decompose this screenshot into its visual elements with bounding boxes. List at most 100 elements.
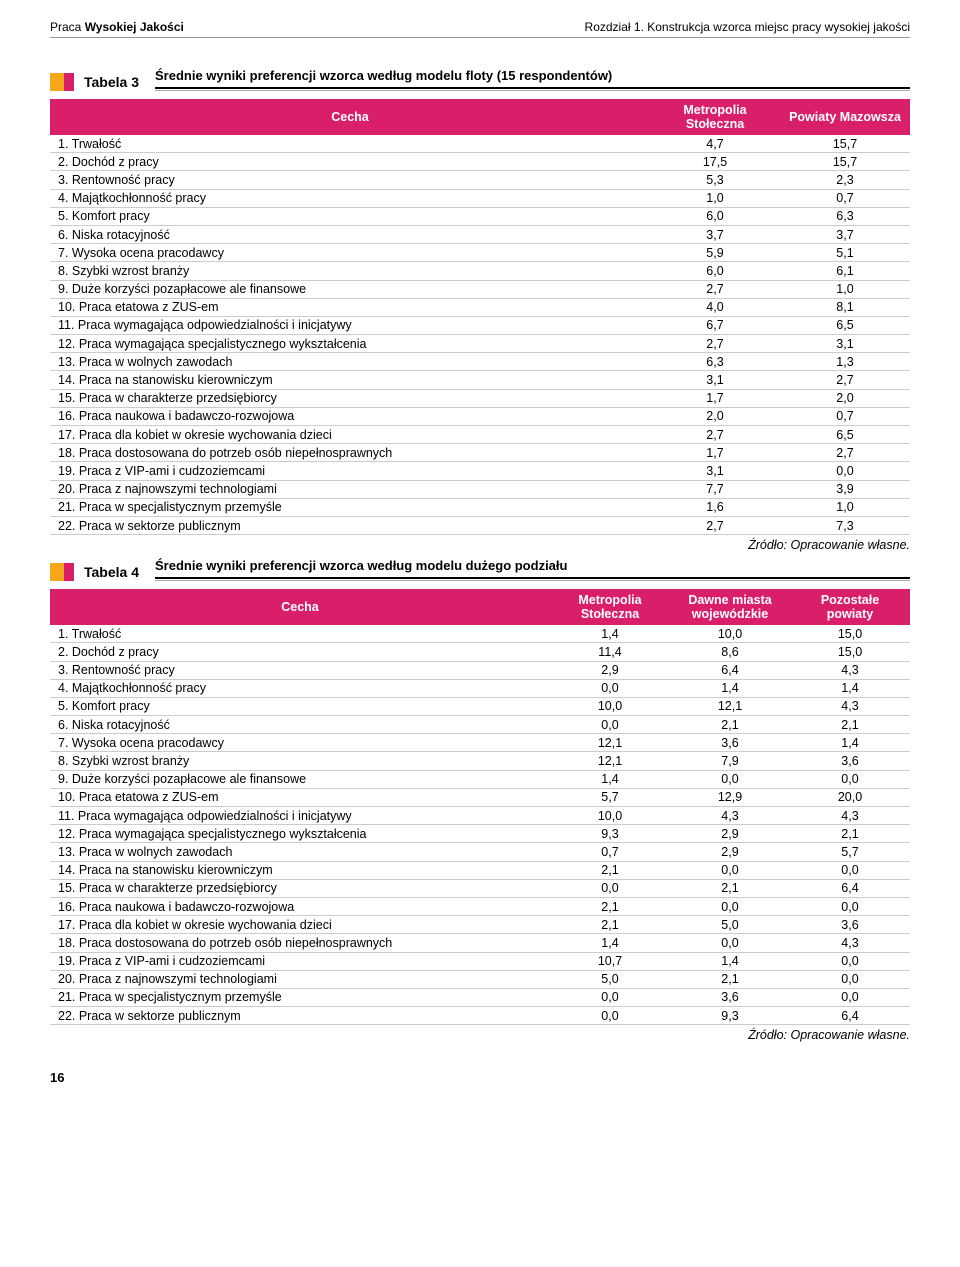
row-value: 15,0 <box>790 643 910 661</box>
col-header: Cecha <box>50 589 550 625</box>
row-label: 12. Praca wymagająca specjalistycznego w… <box>50 335 650 353</box>
row-value: 1,6 <box>650 498 780 516</box>
table-row: 22. Praca w sektorze publicznym0,09,36,4 <box>50 1007 910 1025</box>
row-label: 11. Praca wymagająca odpowiedzialności i… <box>50 316 650 334</box>
table-row: 1. Trwałość4,715,7 <box>50 135 910 153</box>
row-label: 3. Rentowność pracy <box>50 171 650 189</box>
row-label: 6. Niska rotacyjność <box>50 225 650 243</box>
tabela4-source: Źródło: Opracowanie własne. <box>50 1028 910 1042</box>
row-value: 3,1 <box>650 371 780 389</box>
row-label: 13. Praca w wolnych zawodach <box>50 353 650 371</box>
table-row: 13. Praca w wolnych zawodach0,72,95,7 <box>50 843 910 861</box>
row-value: 0,0 <box>550 716 670 734</box>
row-value: 6,1 <box>780 262 910 280</box>
table-row: 3. Rentowność pracy5,32,3 <box>50 171 910 189</box>
row-value: 0,0 <box>670 897 790 915</box>
row-value: 0,0 <box>550 879 670 897</box>
row-label: 21. Praca w specjalistycznym przemyśle <box>50 988 550 1006</box>
row-label: 7. Wysoka ocena pracodawcy <box>50 244 650 262</box>
row-value: 6,3 <box>780 207 910 225</box>
table-row: 6. Niska rotacyjność0,02,12,1 <box>50 716 910 734</box>
row-label: 19. Praca z VIP-ami i cudzoziemcami <box>50 462 650 480</box>
row-value: 10,0 <box>550 807 670 825</box>
row-value: 1,7 <box>650 444 780 462</box>
tabela3-source: Źródło: Opracowanie własne. <box>50 538 910 552</box>
row-value: 5,9 <box>650 244 780 262</box>
row-value: 6,3 <box>650 353 780 371</box>
tabela4-title-wrap: Średnie wyniki preferencji wzorca według… <box>155 558 910 581</box>
row-value: 12,1 <box>550 734 670 752</box>
row-value: 2,1 <box>550 861 670 879</box>
row-value: 1,7 <box>650 389 780 407</box>
row-value: 0,0 <box>550 679 670 697</box>
row-value: 5,7 <box>790 843 910 861</box>
table-row: 9. Duże korzyści pozapłacowe ale finanso… <box>50 770 910 788</box>
row-value: 6,4 <box>790 1007 910 1025</box>
row-label: 15. Praca w charakterze przedsiębiorcy <box>50 879 550 897</box>
row-value: 15,7 <box>780 153 910 171</box>
row-value: 2,1 <box>550 897 670 915</box>
table-row: 4. Majątkochłonność pracy0,01,41,4 <box>50 679 910 697</box>
row-value: 0,0 <box>790 770 910 788</box>
row-label: 19. Praca z VIP-ami i cudzoziemcami <box>50 952 550 970</box>
row-value: 2,7 <box>780 371 910 389</box>
row-value: 20,0 <box>790 788 910 806</box>
row-value: 2,1 <box>790 716 910 734</box>
row-value: 2,1 <box>670 970 790 988</box>
header-left: Praca Wysokiej Jakości <box>50 20 184 34</box>
tabela3-title-wrap: Średnie wyniki preferencji wzorca według… <box>155 68 910 91</box>
row-value: 10,0 <box>550 697 670 715</box>
tabela4-label-row: Tabela 4 Średnie wyniki preferencji wzor… <box>50 558 910 581</box>
row-value: 1,4 <box>670 679 790 697</box>
color-square-icon <box>50 563 64 581</box>
row-value: 4,3 <box>790 934 910 952</box>
row-value: 0,0 <box>790 970 910 988</box>
row-value: 6,4 <box>790 879 910 897</box>
row-label: 5. Komfort pracy <box>50 697 550 715</box>
row-label: 2. Dochód z pracy <box>50 643 550 661</box>
table-row: 15. Praca w charakterze przedsiębiorcy1,… <box>50 389 910 407</box>
header-left-bold: Wysokiej Jakości <box>85 20 184 34</box>
col-header: Dawne miasta wojewódzkie <box>670 589 790 625</box>
row-value: 3,6 <box>670 988 790 1006</box>
row-value: 4,3 <box>790 697 910 715</box>
row-label: 11. Praca wymagająca odpowiedzialności i… <box>50 807 550 825</box>
row-value: 6,5 <box>780 316 910 334</box>
row-value: 2,1 <box>790 825 910 843</box>
row-value: 5,7 <box>550 788 670 806</box>
row-value: 7,9 <box>670 752 790 770</box>
row-value: 4,3 <box>790 807 910 825</box>
row-value: 3,6 <box>790 916 910 934</box>
row-label: 12. Praca wymagająca specjalistycznego w… <box>50 825 550 843</box>
row-value: 1,0 <box>780 498 910 516</box>
table-row: 1. Trwałość1,410,015,0 <box>50 625 910 643</box>
row-value: 10,0 <box>670 625 790 643</box>
row-value: 6,7 <box>650 316 780 334</box>
col-header: Pozostałe powiaty <box>790 589 910 625</box>
row-value: 2,9 <box>550 661 670 679</box>
table-row: 20. Praca z najnowszymi technologiami7,7… <box>50 480 910 498</box>
row-value: 0,0 <box>670 770 790 788</box>
row-value: 3,7 <box>650 225 780 243</box>
row-value: 0,0 <box>550 988 670 1006</box>
table-row: 18. Praca dostosowana do potrzeb osób ni… <box>50 444 910 462</box>
header-right: Rozdział 1. Konstrukcja wzorca miejsc pr… <box>585 20 910 34</box>
row-value: 4,3 <box>790 661 910 679</box>
table-row: 9. Duże korzyści pozapłacowe ale finanso… <box>50 280 910 298</box>
tabela4-block: Tabela 4 Średnie wyniki preferencji wzor… <box>50 558 910 1042</box>
table-row: 3. Rentowność pracy2,96,44,3 <box>50 661 910 679</box>
row-value: 6,0 <box>650 207 780 225</box>
row-label: 17. Praca dla kobiet w okresie wychowani… <box>50 916 550 934</box>
row-label: 16. Praca naukowa i badawczo-rozwojowa <box>50 897 550 915</box>
row-label: 14. Praca na stanowisku kierowniczym <box>50 861 550 879</box>
row-label: 4. Majątkochłonność pracy <box>50 189 650 207</box>
color-square-icon <box>64 73 74 91</box>
row-value: 0,0 <box>790 861 910 879</box>
row-value: 1,3 <box>780 353 910 371</box>
row-value: 3,1 <box>780 335 910 353</box>
row-value: 3,9 <box>780 480 910 498</box>
row-value: 1,4 <box>550 934 670 952</box>
row-value: 2,1 <box>670 716 790 734</box>
table-row: 12. Praca wymagająca specjalistycznego w… <box>50 335 910 353</box>
row-value: 2,1 <box>550 916 670 934</box>
